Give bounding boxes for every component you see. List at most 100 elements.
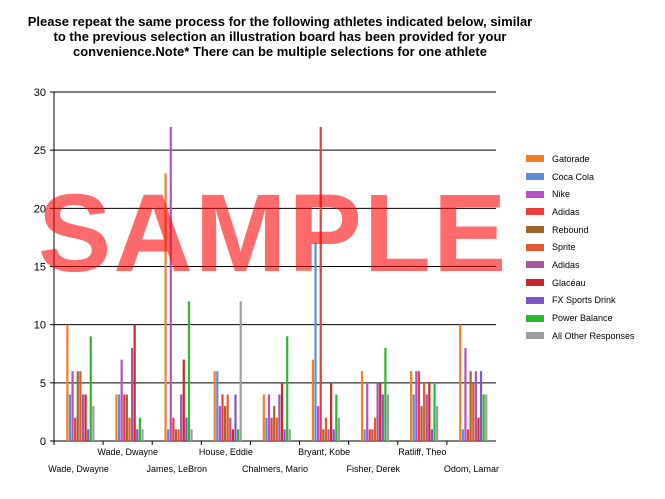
bar (236, 429, 240, 441)
bar (335, 394, 338, 441)
bar (81, 394, 85, 441)
bar (141, 429, 144, 441)
bar (428, 382, 431, 441)
bar (239, 301, 242, 441)
bar (270, 417, 273, 441)
legend-item: Sprite (526, 238, 661, 256)
bar (412, 394, 415, 441)
bar (185, 417, 188, 441)
bar (459, 324, 462, 441)
bar (169, 126, 172, 442)
bar (190, 429, 193, 441)
bar (128, 417, 131, 441)
y-tick-label: 30 (34, 87, 46, 99)
bar (474, 371, 477, 441)
legend-label: FX Sports Drink (552, 295, 616, 306)
bar (376, 382, 379, 441)
bar (373, 417, 377, 441)
legend-label: Adidas (552, 259, 580, 270)
legend-item: All Other Responses (526, 327, 661, 345)
legend-item: Nike (526, 185, 661, 203)
bar (182, 359, 185, 441)
x-tick-label: House, Eddie (199, 447, 253, 457)
bar (324, 417, 328, 441)
bar (221, 394, 224, 441)
bar (485, 394, 488, 441)
bar (117, 394, 121, 441)
bar (177, 429, 180, 441)
bar (381, 394, 384, 441)
bar (138, 417, 141, 441)
bar (278, 394, 281, 441)
bar (172, 417, 175, 441)
bar (229, 417, 232, 441)
legend-item: Adidas (526, 203, 661, 221)
bar (384, 347, 387, 441)
bar (164, 173, 167, 441)
bar (213, 371, 216, 441)
legend-label: All Other Responses (552, 330, 635, 341)
bar (92, 406, 95, 441)
legend-swatch (526, 314, 544, 322)
bar (317, 406, 320, 441)
bar (275, 417, 278, 441)
bar (379, 382, 382, 441)
y-tick-label: 5 (40, 378, 46, 390)
bar (267, 394, 271, 441)
legend-swatch (526, 279, 544, 287)
bar (130, 347, 134, 441)
legend-label: Coca Cola (552, 171, 595, 182)
bar (76, 371, 79, 441)
bar (226, 394, 229, 441)
bar (71, 371, 74, 441)
bar (482, 394, 485, 441)
bar (234, 394, 237, 441)
legend-item: FX Sports Drink (526, 292, 661, 310)
bar (216, 371, 219, 441)
legend-swatch (526, 226, 544, 234)
bar (479, 371, 483, 441)
x-tick-label: Bryant, Kobe (298, 447, 350, 457)
legend-label: Gatorade (552, 153, 590, 164)
legend-swatch (526, 243, 544, 251)
bar (461, 429, 464, 441)
legend-item: Coca Cola (526, 168, 661, 186)
bar (417, 371, 421, 441)
bar (89, 336, 92, 441)
x-tick-label: Wade, Dwayne (97, 447, 158, 457)
bar (68, 394, 72, 441)
bar (283, 429, 286, 441)
x-tick-label: James, LeBron (147, 464, 208, 474)
bar (66, 324, 69, 441)
bar (425, 394, 428, 441)
legend-item: Gatorade (526, 150, 661, 168)
legend-swatch (526, 208, 544, 216)
bar (371, 429, 374, 441)
bar (180, 394, 183, 441)
bar (366, 382, 369, 441)
legend-swatch (526, 173, 544, 181)
bar (79, 371, 82, 441)
bar (273, 406, 276, 441)
bar (223, 406, 227, 441)
legend-label: Rebound (552, 224, 589, 235)
bar (410, 371, 413, 441)
x-tick-label: Fisher, Derek (346, 464, 400, 474)
legend-label: Nike (552, 189, 571, 200)
legend-swatch (526, 332, 544, 340)
legend-item: Adidas (526, 256, 661, 274)
legend-swatch (526, 190, 544, 198)
chart-legend: Gatorade Coca Cola Nike Adidas Rebound Sprite… (526, 150, 661, 345)
bar (174, 429, 178, 441)
bar (368, 429, 371, 441)
x-tick-label: Wade, Dwayne (48, 464, 109, 474)
legend-item: Glacéau (526, 274, 661, 292)
bar (430, 429, 434, 441)
y-tick-label: 25 (34, 145, 46, 157)
bar (115, 394, 118, 441)
y-tick-label: 15 (34, 262, 46, 274)
bar (469, 371, 472, 441)
legend-label: Sprite (552, 242, 576, 253)
